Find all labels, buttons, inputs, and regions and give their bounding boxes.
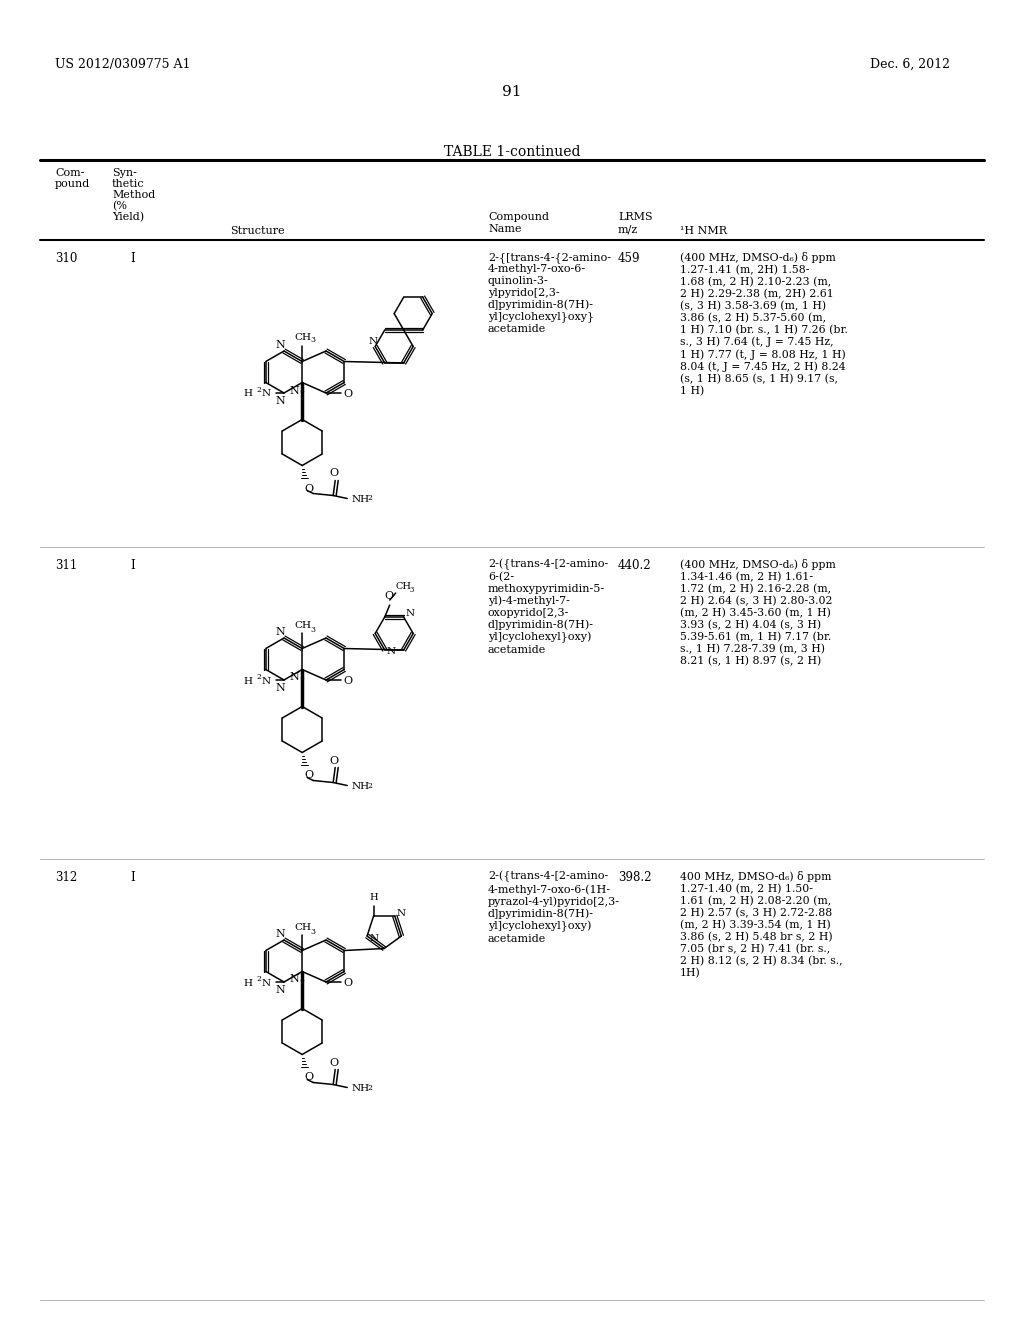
Text: Name: Name: [488, 224, 521, 234]
Text: 3: 3: [410, 586, 414, 594]
Text: Com-: Com-: [55, 168, 85, 178]
Text: 3: 3: [310, 626, 315, 634]
Text: m/z: m/z: [618, 224, 638, 234]
Text: CH: CH: [395, 582, 412, 591]
Text: 2-({trans-4-[2-amino-
4-methyl-7-oxo-6-(1H-
pyrazol-4-yl)pyrido[2,3-
d]pyrimidin: 2-({trans-4-[2-amino- 4-methyl-7-oxo-6-(…: [488, 871, 620, 944]
Text: N: N: [369, 337, 378, 346]
Text: (%: (%: [112, 201, 127, 211]
Text: Compound: Compound: [488, 213, 549, 222]
Text: NH: NH: [351, 495, 370, 504]
Text: O: O: [330, 469, 339, 479]
Text: O: O: [304, 1072, 313, 1082]
Text: 2-{[trans-4-{2-amino-
4-methyl-7-oxo-6-
quinolin-3-
ylpyrido[2,3-
d]pyrimidin-8(: 2-{[trans-4-{2-amino- 4-methyl-7-oxo-6- …: [488, 252, 611, 334]
Text: N: N: [262, 676, 271, 685]
Text: LRMS: LRMS: [618, 213, 652, 222]
Text: 2: 2: [256, 673, 261, 681]
Text: I: I: [130, 252, 135, 265]
Text: 312: 312: [55, 871, 77, 884]
Text: O: O: [304, 771, 313, 780]
Text: TABLE 1-continued: TABLE 1-continued: [443, 145, 581, 158]
Text: 2: 2: [368, 495, 372, 503]
Text: N: N: [275, 627, 285, 638]
Text: Syn-: Syn-: [112, 168, 137, 178]
Text: O: O: [330, 1057, 339, 1068]
Text: O: O: [330, 755, 339, 766]
Text: H: H: [243, 389, 252, 399]
Text: N: N: [275, 985, 285, 995]
Text: N: N: [290, 974, 299, 985]
Text: 2-({trans-4-[2-amino-
6-(2-
methoxypyrimidin-5-
yl)-4-methyl-7-
oxopyrido[2,3-
d: 2-({trans-4-[2-amino- 6-(2- methoxypyrim…: [488, 558, 608, 655]
Text: 2: 2: [368, 781, 372, 789]
Text: pound: pound: [55, 180, 90, 189]
Text: (400 MHz, DMSO-d₆) δ ppm
1.34-1.46 (m, 2 H) 1.61-
1.72 (m, 2 H) 2.16-2.28 (m,
2 : (400 MHz, DMSO-d₆) δ ppm 1.34-1.46 (m, 2…: [680, 558, 836, 667]
Text: CH: CH: [294, 622, 311, 631]
Text: O: O: [343, 389, 352, 399]
Text: 3: 3: [310, 337, 315, 345]
Text: N: N: [275, 396, 285, 407]
Text: 398.2: 398.2: [618, 871, 651, 884]
Text: 3: 3: [310, 928, 315, 936]
Text: H: H: [370, 892, 378, 902]
Text: N: N: [290, 672, 299, 682]
Text: CH: CH: [294, 333, 311, 342]
Text: 459: 459: [618, 252, 640, 265]
Text: NH: NH: [351, 781, 370, 791]
Text: N: N: [262, 389, 271, 399]
Text: 440.2: 440.2: [618, 558, 651, 572]
Text: 2: 2: [256, 385, 261, 393]
Text: (400 MHz, DMSO-d₆) δ ppm
1.27-1.41 (m, 2H) 1.58-
1.68 (m, 2 H) 2.10-2.23 (m,
2 H: (400 MHz, DMSO-d₆) δ ppm 1.27-1.41 (m, 2…: [680, 252, 848, 396]
Text: NH: NH: [351, 1084, 370, 1093]
Text: O: O: [304, 483, 313, 494]
Text: Dec. 6, 2012: Dec. 6, 2012: [870, 58, 950, 71]
Text: N: N: [275, 682, 285, 693]
Text: N: N: [290, 385, 299, 396]
Text: I: I: [130, 558, 135, 572]
Text: ¹H NMR: ¹H NMR: [680, 226, 727, 236]
Text: O: O: [343, 978, 352, 987]
Text: Method: Method: [112, 190, 156, 201]
Text: CH: CH: [294, 924, 311, 932]
Text: 2: 2: [256, 975, 261, 983]
Text: N: N: [275, 341, 285, 350]
Text: N: N: [275, 929, 285, 939]
Text: Yield): Yield): [112, 213, 144, 222]
Text: N: N: [369, 933, 378, 942]
Text: H: H: [243, 978, 252, 987]
Text: O: O: [343, 676, 352, 686]
Text: 310: 310: [55, 252, 78, 265]
Text: N: N: [387, 647, 396, 656]
Text: O: O: [384, 591, 393, 601]
Text: N: N: [406, 609, 415, 618]
Text: H: H: [243, 676, 252, 685]
Text: I: I: [130, 871, 135, 884]
Text: 91: 91: [502, 84, 522, 99]
Text: thetic: thetic: [112, 180, 144, 189]
Text: N: N: [396, 909, 406, 919]
Text: 400 MHz, DMSO-d₆) δ ppm
1.27-1.40 (m, 2 H) 1.50-
1.61 (m, 2 H) 2.08-2.20 (m,
2 H: 400 MHz, DMSO-d₆) δ ppm 1.27-1.40 (m, 2 …: [680, 871, 843, 978]
Text: 311: 311: [55, 558, 77, 572]
Text: US 2012/0309775 A1: US 2012/0309775 A1: [55, 58, 190, 71]
Text: N: N: [262, 978, 271, 987]
Text: Structure: Structure: [230, 226, 285, 236]
Text: 2: 2: [368, 1084, 372, 1092]
